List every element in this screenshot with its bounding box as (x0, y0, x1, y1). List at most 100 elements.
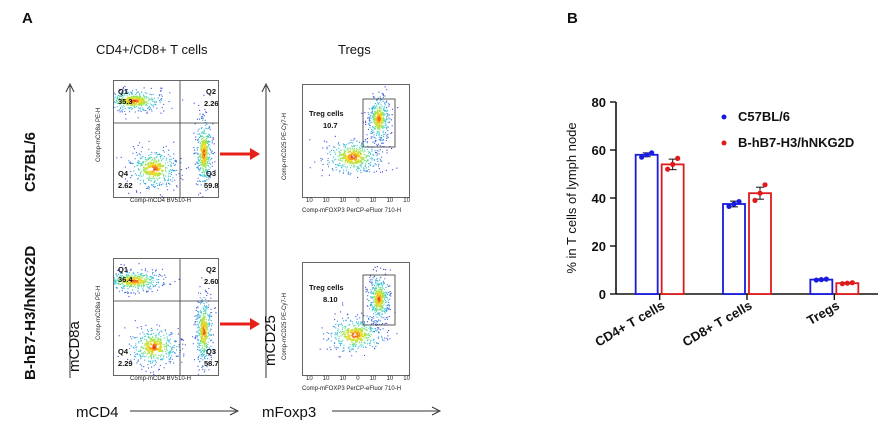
flow-event-dot (159, 177, 161, 179)
flow-event-dot (152, 175, 154, 177)
flow-event-dot (137, 96, 139, 98)
flow-event-dot (363, 159, 365, 161)
flow-event-dot (371, 284, 373, 286)
flow-event-dot (213, 143, 215, 145)
flow-event-dot (338, 155, 340, 157)
flow-event-dot (200, 311, 202, 313)
flow-event-dot (147, 187, 149, 189)
flow-event-dot (150, 177, 152, 179)
x-tick-label: CD4+ T cells (592, 298, 667, 350)
flow-event-dot (172, 162, 175, 164)
flow-event-dot (164, 283, 166, 285)
flow-event-dot (381, 317, 383, 319)
flow-event-dot (134, 286, 137, 288)
flow-event-dot (202, 196, 204, 197)
flow-event-dot (134, 276, 136, 278)
flow-event-dot (198, 292, 200, 294)
flow-event-dot (391, 114, 393, 116)
flow-event-dot (117, 280, 119, 282)
flow-event-dot (206, 169, 208, 171)
flow-event-dot (356, 140, 358, 142)
flow-event-dot (335, 338, 337, 340)
flow-event-dot (151, 159, 153, 162)
flow-event-dot (210, 345, 212, 347)
flow-event-dot (155, 167, 158, 170)
flow-event-dot (135, 89, 137, 91)
flow-event-dot (143, 109, 145, 111)
flow-event-dot (206, 128, 208, 130)
flow-event-dot (204, 344, 206, 347)
flow-event-dot (380, 137, 382, 140)
flow-event-dot (121, 271, 123, 273)
flow-event-dot (140, 110, 142, 113)
flow-event-dot (384, 124, 386, 127)
flow-event-dot (203, 171, 205, 173)
flow-event-dot (207, 292, 209, 294)
flow-event-dot (365, 286, 367, 288)
flow-event-dot (373, 341, 375, 343)
flow-event-dot (157, 184, 159, 186)
y-tick-label: 80 (592, 95, 606, 110)
flow-event-dot (377, 327, 379, 329)
flow-event-dot (142, 352, 144, 354)
flow-event-dot (344, 150, 346, 152)
flow-event-dot (150, 99, 152, 101)
flow-event-dot (135, 105, 138, 108)
flow-event-dot (359, 156, 362, 159)
flow-event-dot (195, 152, 197, 154)
flow-event-dot (127, 282, 130, 285)
flow-event-dot (152, 177, 155, 179)
flow-event-dot (167, 351, 169, 353)
flow-event-dot (375, 283, 377, 285)
flow-event-dot (388, 162, 390, 164)
flow-event-dot (384, 299, 386, 302)
flow-event-dot (372, 339, 375, 341)
flow-event-dot (137, 91, 139, 93)
flow-event-dot (124, 178, 126, 180)
flow-event-dot (122, 107, 124, 109)
flow-event-dot (354, 327, 357, 331)
flow-event-dot (206, 164, 208, 167)
x-tick-label: CD8+ T cells (680, 298, 755, 350)
flow-event-dot (383, 119, 386, 121)
flow-event-dot (205, 111, 207, 113)
flow-event-dot (381, 285, 383, 287)
flow-event-dot (384, 121, 386, 123)
flow-event-dot (144, 98, 146, 100)
flow-event-dot (376, 316, 378, 318)
treg-x-label-bottom: Comp-mFOXP3 PerCP-eFluor 710-H (302, 386, 402, 392)
flow-event-dot (374, 163, 376, 165)
flow-event-dot (124, 292, 126, 294)
flow-event-dot (391, 125, 393, 127)
flow-event-dot (173, 153, 175, 155)
data-point (752, 197, 758, 203)
flow-event-dot (370, 132, 372, 134)
flow-event-dot (150, 156, 152, 158)
flow-event-dot (206, 171, 208, 173)
flow-event-dot (137, 359, 139, 361)
flow-event-dot (387, 115, 389, 117)
flow-event-dot (129, 282, 133, 285)
flow-event-dot (374, 288, 376, 290)
panel-b-letter: B (567, 10, 578, 27)
flow-event-dot (206, 338, 208, 340)
flow-event-dot (201, 340, 204, 343)
flow-event-dot (201, 131, 203, 133)
flow-event-dot (164, 179, 166, 181)
flow-event-dot (207, 323, 209, 326)
flow-event-dot (152, 329, 154, 331)
flow-event-dot (349, 343, 351, 345)
flow-event-dot (362, 327, 364, 329)
flow-event-dot (338, 153, 341, 155)
treg-x-tick: 10 (339, 376, 347, 382)
flow-event-dot (384, 133, 386, 135)
flow-event-dot (206, 346, 208, 348)
flow-event-dot (159, 157, 161, 159)
flow-event-dot (343, 326, 345, 328)
flow-event-dot (383, 106, 386, 108)
flow-event-dot (371, 128, 373, 131)
x-caption-mfoxp3: mFoxp3 (262, 404, 317, 421)
flow-event-dot (139, 107, 142, 109)
flow-event-dot (210, 163, 212, 165)
flow-event-dot (203, 129, 205, 131)
